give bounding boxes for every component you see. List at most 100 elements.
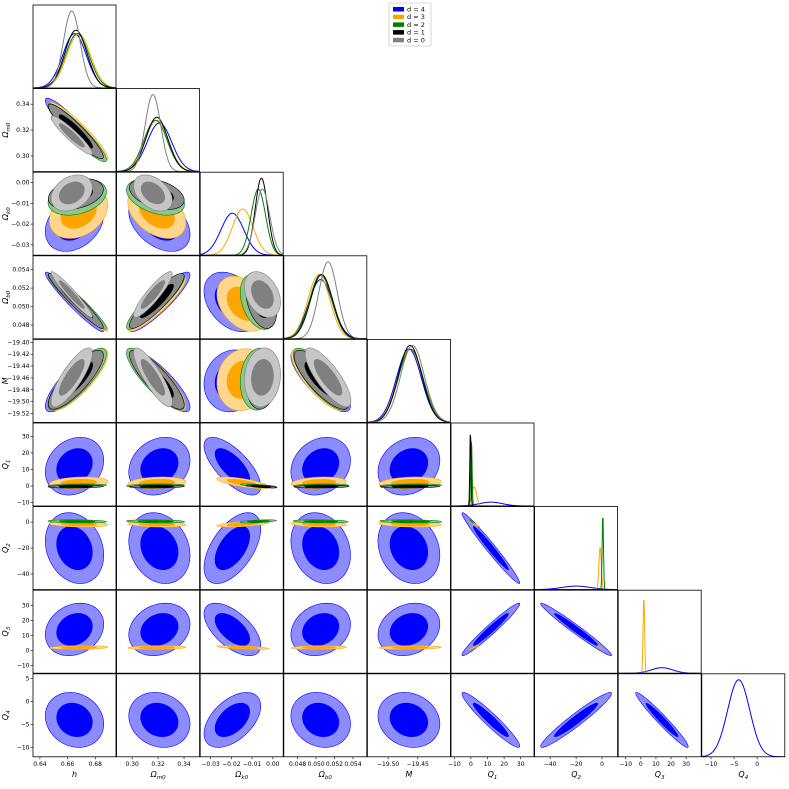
- x-axis-label-q-2: Q2: [571, 770, 581, 781]
- panel-frame: [450, 589, 535, 674]
- marginal-curve-d-0: [200, 188, 284, 256]
- y-tick-label: 20: [22, 617, 30, 624]
- panel-frame: [116, 589, 200, 674]
- panel-frame: [283, 589, 368, 674]
- legend-swatch-d-2: [393, 22, 404, 27]
- contour-68-d-1: [251, 485, 272, 488]
- panel-h-vs-q-4: 0.64 0.66 0.68 h −10 −5 0 5 Q4: [1, 673, 117, 779]
- marginal-curve-d-4: [116, 122, 200, 172]
- panel-frame: [199, 422, 284, 507]
- panel-frame: [283, 338, 368, 423]
- panel-h-vs-q-1: −10 0 10 20 30 Q1: [1, 422, 117, 507]
- contour-68-d-4: [389, 613, 429, 646]
- panel-m-vs-q-1: [366, 422, 451, 507]
- panel-frame: [450, 673, 535, 758]
- y-tick-label: 0.34: [16, 101, 30, 108]
- contour-68-d-2: [137, 520, 174, 523]
- y-tick-label: 20: [22, 450, 30, 457]
- panel-frame: [116, 255, 200, 340]
- panel-frame: [116, 88, 200, 172]
- panel-b0-vs-q-4: 0.048 0.050 0.052 0.054 Ωb0: [283, 673, 368, 781]
- marginal-curve-d-1: [283, 274, 367, 339]
- y-tick-label: −19.48: [7, 387, 29, 394]
- x-tick-label: 0.052: [326, 761, 343, 768]
- panel-m0-vs-b0: [116, 255, 200, 340]
- marginal-curve-d-0: [367, 344, 451, 423]
- x-tick-label: 30: [517, 761, 525, 768]
- y-tick-label: 10: [22, 466, 30, 473]
- marginal-curve-d-4: [283, 279, 367, 339]
- corner-panels: 0.300.320.34Ωm0−0.03−0.02−0.010.00Ωk00.0…: [1, 4, 786, 781]
- marginal-curve-d-2: [451, 441, 534, 506]
- legend-label-d-1: d = 1: [407, 29, 425, 37]
- contour-68-d-4: [645, 702, 679, 737]
- marginal-curve-d-2: [534, 518, 618, 590]
- y-tick-label: −19.50: [7, 399, 29, 406]
- y-axis-label-m: M: [1, 377, 10, 384]
- x-axis-label-m0: Ωm0: [150, 770, 166, 781]
- x-tick-label: 0.050: [307, 761, 324, 768]
- contour-68-d-4: [214, 613, 250, 646]
- panel-frame: [116, 338, 200, 423]
- marginal-curve-d-2: [200, 188, 284, 256]
- panel-q-1-vs-q-4: −10 0 10 20 30 Q1: [448, 673, 535, 781]
- marginal-curve-d-3: [451, 486, 534, 506]
- legend-label-d-2: d = 2: [407, 21, 425, 29]
- contour-68-d-3: [60, 646, 97, 649]
- marginal-panel-b0: [283, 255, 368, 340]
- x-tick-label: 0.048: [289, 761, 306, 768]
- contour-68-d-4: [214, 526, 250, 571]
- contour-68-d-3: [226, 646, 259, 649]
- y-tick-label: 0.050: [12, 304, 29, 311]
- x-axis-label-b0: Ωb0: [318, 770, 333, 781]
- panel-frame: [32, 673, 117, 758]
- x-tick-label: 20: [667, 761, 675, 768]
- contour-68-d-2: [470, 520, 473, 523]
- panel-frame: [32, 338, 117, 423]
- marginal-curve-d-0: [33, 10, 116, 88]
- y-axis-label-q-3: Q3: [1, 626, 12, 636]
- marginal-curve-d-4: [33, 33, 116, 88]
- x-tick-label: 0.32: [151, 761, 165, 768]
- panel-b0-vs-q-2: [283, 506, 368, 591]
- marginal-curve-d-4: [701, 679, 785, 757]
- y-axis-label-m0: Ωm0: [1, 122, 12, 138]
- y-tick-label: 0.054: [12, 267, 29, 274]
- panel-m0-vs-q-4: 0.30 0.32 0.34 Ωm0: [116, 673, 200, 781]
- y-tick-label: 0: [26, 698, 30, 705]
- marginal-panel-h: [32, 4, 117, 89]
- contour-68-d-4: [472, 613, 509, 646]
- contour-68-d-2: [391, 520, 430, 523]
- panel-frame: [366, 422, 451, 507]
- contour-68-d-0: [140, 359, 166, 396]
- y-tick-label: −19.46: [7, 375, 29, 382]
- contour-68-d-4: [214, 448, 250, 485]
- x-axis-label-q-4: Q4: [738, 770, 748, 781]
- marginal-curve-d-2: [116, 119, 200, 172]
- marginal-panel-q-1: [450, 422, 535, 507]
- panel-frame: [450, 422, 535, 507]
- marginal-curve-d-2: [33, 33, 116, 88]
- panel-h-vs-q-3: −10 0 10 20 30 Q3: [1, 589, 117, 674]
- x-tick-label: 0.34: [177, 761, 191, 768]
- panel-frame: [366, 589, 451, 674]
- marginal-curve-d-3: [283, 274, 367, 339]
- panel-frame: [32, 422, 117, 507]
- contour-68-d-0: [58, 123, 85, 148]
- panel-frame: [199, 171, 284, 256]
- panel-frame: [283, 422, 368, 507]
- contour-68-d-0: [58, 181, 85, 205]
- contour-68-d-1: [304, 485, 339, 488]
- contour-68-d-2: [246, 520, 270, 523]
- marginal-curve-d-0: [116, 94, 200, 172]
- panel-frame: [534, 589, 618, 674]
- panel-frame: [283, 673, 368, 758]
- contour-68-d-3: [390, 646, 430, 649]
- marginal-curve-d-3: [200, 208, 284, 256]
- contour-68-d-3: [138, 646, 175, 649]
- panel-frame: [366, 338, 451, 423]
- panel-h-vs-m: −19.40 −19.42 −19.44 −19.46 −19.48 −19.50 −19.…: [1, 338, 117, 423]
- panel-m0-vs-q-2: [116, 506, 200, 591]
- x-tick-label: −10: [448, 761, 461, 768]
- y-tick-label: −5: [21, 722, 30, 729]
